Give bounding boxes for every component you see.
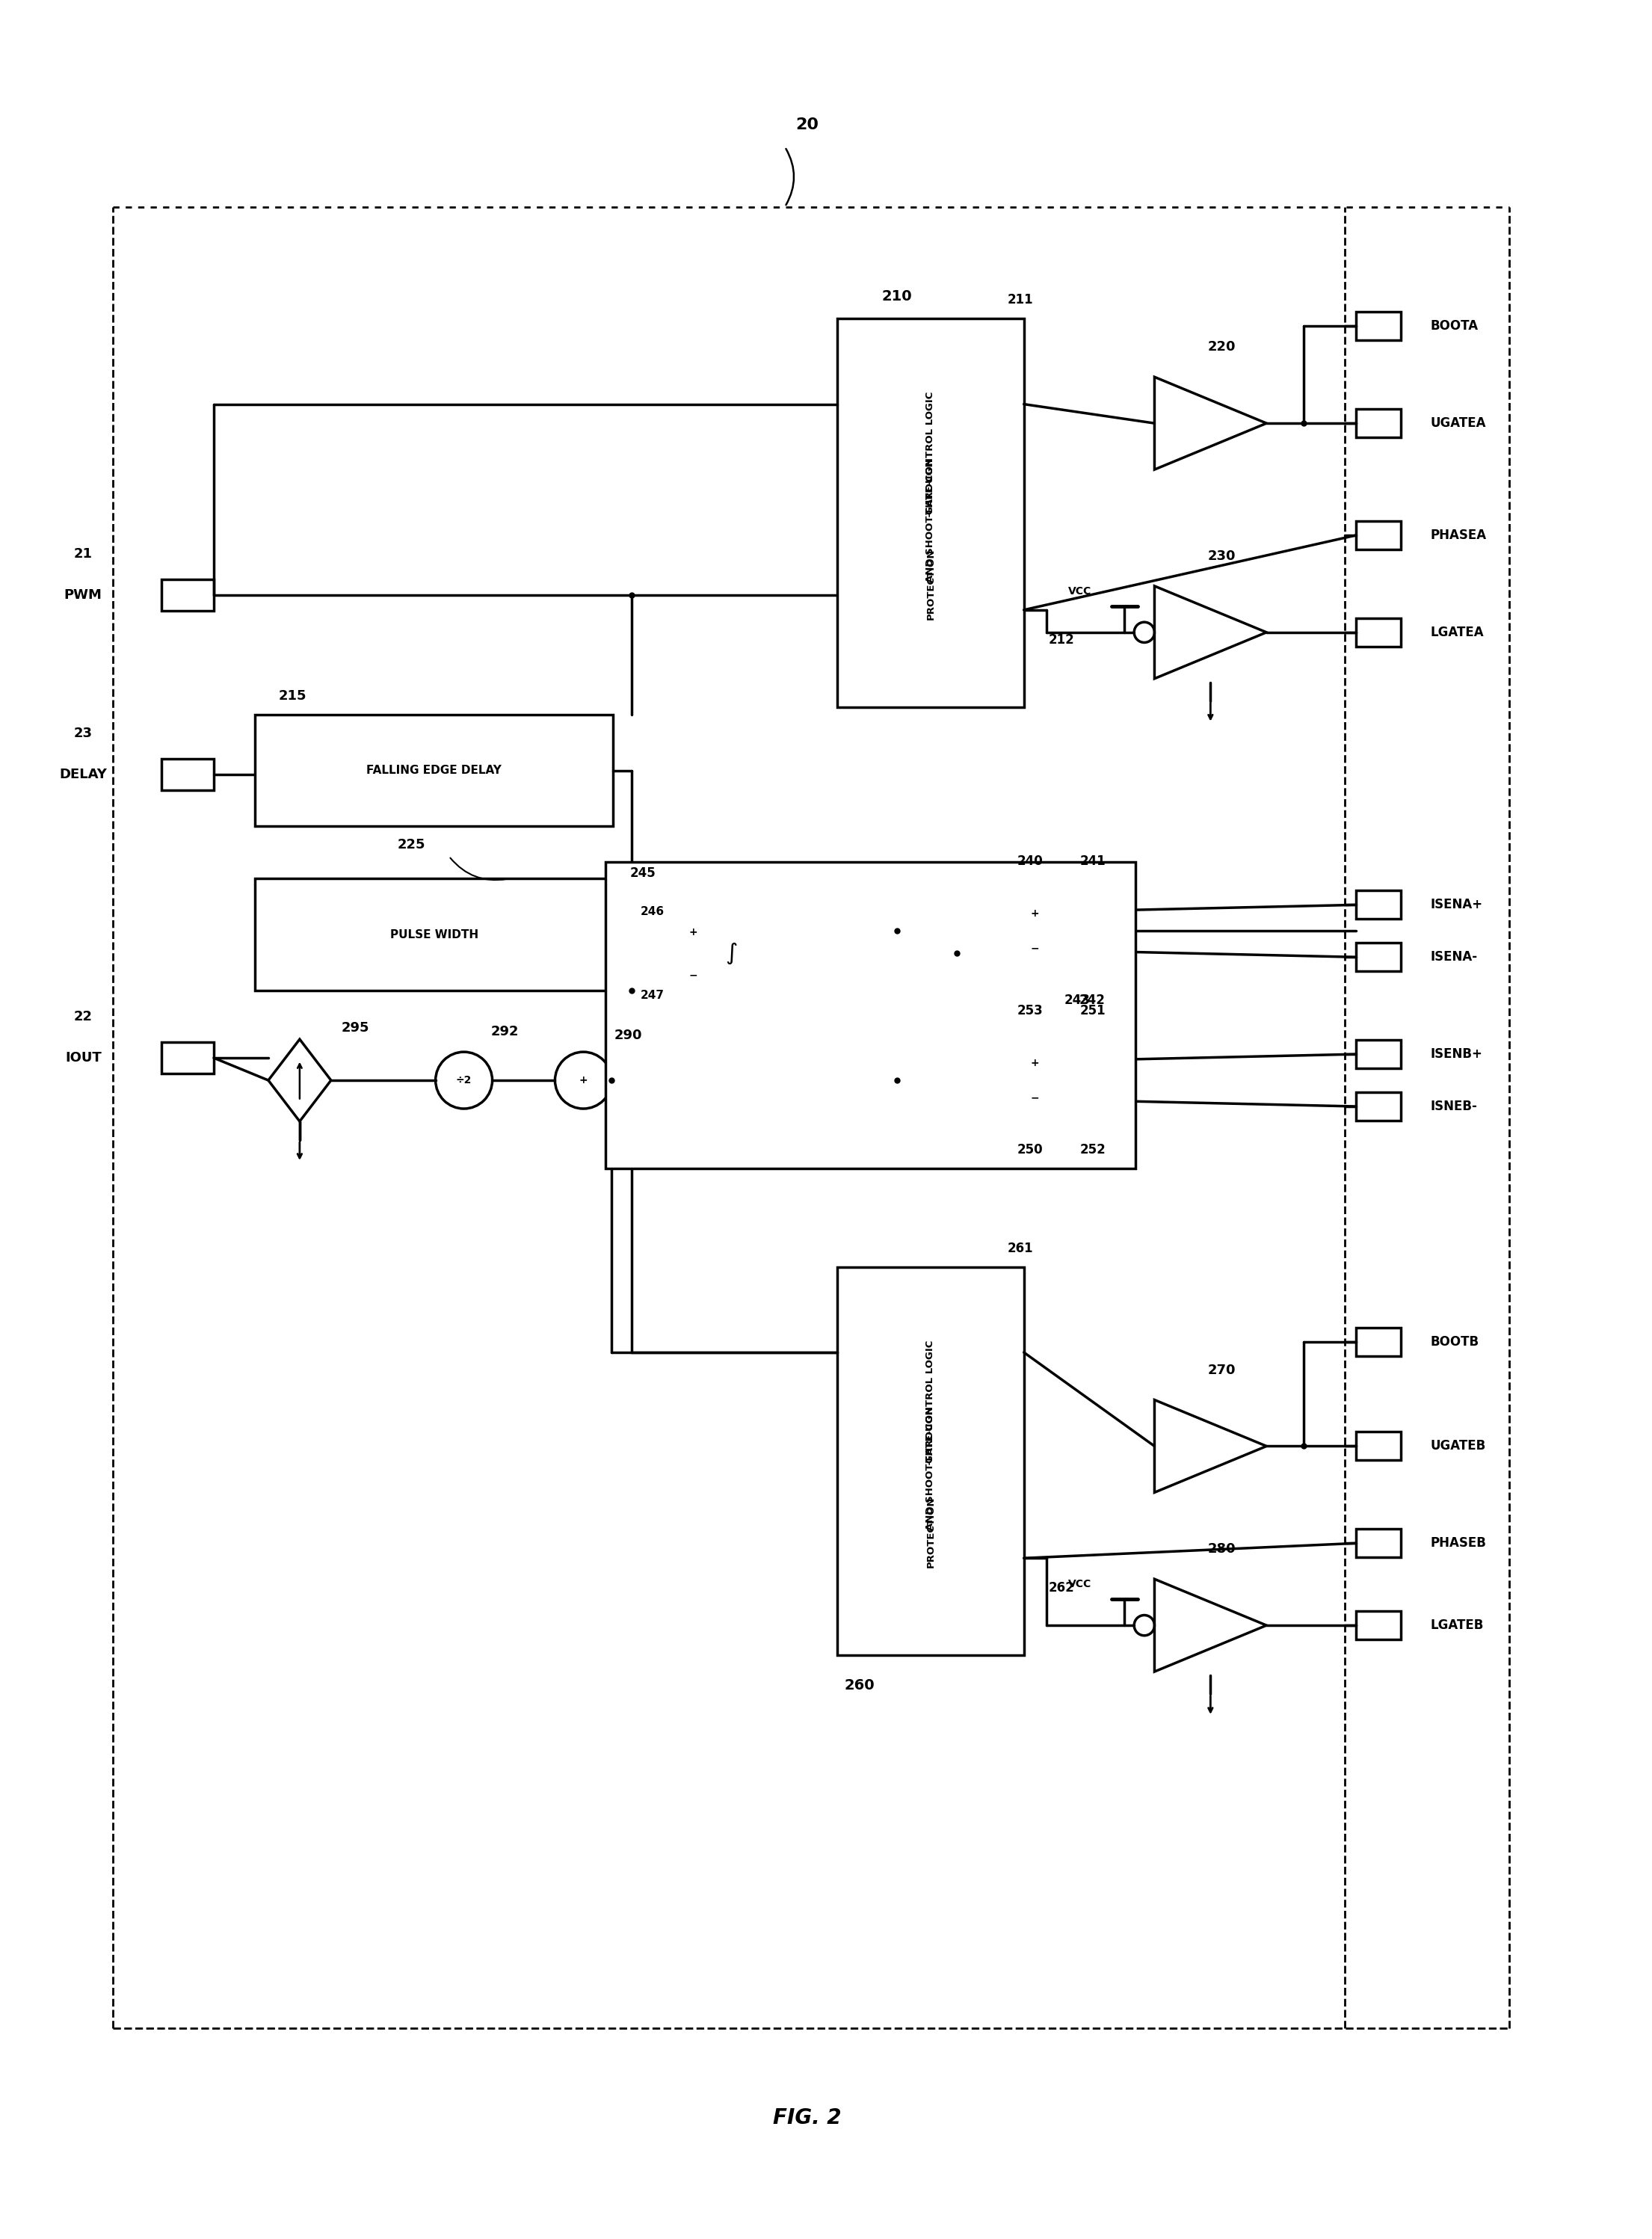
Text: 242: 242: [1079, 994, 1105, 1008]
Text: 292: 292: [491, 1025, 519, 1039]
Text: GATE-CONTROL LOGIC: GATE-CONTROL LOGIC: [925, 1339, 935, 1462]
Text: 251: 251: [1080, 1003, 1105, 1017]
Text: 270: 270: [1208, 1364, 1236, 1377]
Text: 225: 225: [398, 837, 426, 851]
Text: 253: 253: [1018, 1003, 1042, 1017]
FancyBboxPatch shape: [838, 318, 1024, 708]
Text: PHASEA: PHASEA: [1431, 528, 1487, 542]
FancyBboxPatch shape: [1356, 1529, 1401, 1558]
Text: BOOTA: BOOTA: [1431, 320, 1479, 334]
Text: +: +: [689, 927, 697, 938]
Text: AND SHOOT-THROUGH: AND SHOOT-THROUGH: [925, 459, 935, 582]
Text: 23: 23: [74, 725, 93, 739]
Text: 245: 245: [629, 866, 656, 880]
Text: 230: 230: [1208, 549, 1236, 562]
Text: +: +: [578, 1075, 588, 1086]
FancyBboxPatch shape: [1356, 943, 1401, 972]
FancyBboxPatch shape: [838, 1267, 1024, 1655]
Text: $\int$: $\int$: [725, 940, 738, 965]
FancyBboxPatch shape: [1356, 1612, 1401, 1639]
Text: 22: 22: [74, 1010, 93, 1023]
FancyBboxPatch shape: [162, 580, 213, 611]
Text: −: −: [1031, 1093, 1039, 1104]
Text: ISNEB-: ISNEB-: [1431, 1099, 1479, 1113]
Text: IOUT: IOUT: [64, 1050, 101, 1064]
Text: −: −: [1031, 943, 1039, 954]
Text: BOOTB: BOOTB: [1431, 1334, 1480, 1348]
Text: 212: 212: [1047, 634, 1074, 647]
Text: 240: 240: [1018, 855, 1042, 869]
Text: −: −: [689, 969, 697, 981]
FancyBboxPatch shape: [254, 714, 613, 826]
Text: 243: 243: [1064, 994, 1090, 1008]
Text: PHASEB: PHASEB: [1431, 1536, 1487, 1549]
Text: FIG. 2: FIG. 2: [773, 2107, 841, 2129]
FancyBboxPatch shape: [1356, 1433, 1401, 1460]
Text: UGATEA: UGATEA: [1431, 416, 1487, 430]
Text: 210: 210: [882, 289, 912, 305]
Text: PROTECTION: PROTECTION: [925, 1496, 935, 1567]
Text: 252: 252: [1079, 1144, 1105, 1158]
Text: VCC: VCC: [1069, 587, 1092, 596]
FancyBboxPatch shape: [1356, 522, 1401, 549]
Text: 211: 211: [1008, 293, 1032, 307]
Text: 21: 21: [74, 546, 93, 560]
Text: 247: 247: [641, 990, 664, 1001]
Text: 250: 250: [1018, 1144, 1042, 1158]
Text: GATE-CONTROL LOGIC: GATE-CONTROL LOGIC: [925, 392, 935, 515]
Text: 220: 220: [1208, 340, 1236, 354]
FancyBboxPatch shape: [1356, 1093, 1401, 1122]
FancyBboxPatch shape: [1356, 410, 1401, 437]
Text: 261: 261: [1008, 1243, 1032, 1256]
Text: DELAY: DELAY: [59, 768, 107, 781]
Text: AND SHOOT-THROUGH: AND SHOOT-THROUGH: [925, 1406, 935, 1531]
Text: 215: 215: [278, 690, 306, 703]
Text: 290: 290: [615, 1028, 643, 1041]
FancyBboxPatch shape: [1356, 311, 1401, 340]
Text: FALLING EDGE DELAY: FALLING EDGE DELAY: [367, 766, 502, 777]
Text: 280: 280: [1208, 1543, 1236, 1556]
Text: +: +: [1031, 1057, 1039, 1068]
Text: LGATEA: LGATEA: [1431, 625, 1483, 638]
Text: ÷2: ÷2: [456, 1075, 472, 1086]
FancyBboxPatch shape: [606, 862, 1137, 1169]
Text: 260: 260: [844, 1677, 876, 1693]
Text: VCC: VCC: [1069, 1578, 1092, 1590]
FancyBboxPatch shape: [162, 1041, 213, 1072]
Text: 262: 262: [1047, 1581, 1074, 1594]
FancyBboxPatch shape: [1356, 891, 1401, 918]
Text: PWM: PWM: [64, 589, 102, 602]
FancyBboxPatch shape: [1356, 1328, 1401, 1357]
FancyBboxPatch shape: [1356, 618, 1401, 647]
Text: PROTECTION: PROTECTION: [925, 549, 935, 620]
Text: ISENA+: ISENA+: [1431, 898, 1483, 911]
Text: ISENB+: ISENB+: [1431, 1048, 1483, 1061]
Text: 246: 246: [641, 907, 664, 918]
Text: +: +: [1031, 909, 1039, 918]
Text: UGATEB: UGATEB: [1431, 1440, 1487, 1453]
Text: 295: 295: [342, 1021, 370, 1034]
FancyBboxPatch shape: [1356, 1039, 1401, 1068]
Text: 241: 241: [1079, 855, 1105, 869]
Text: LGATEB: LGATEB: [1431, 1619, 1483, 1632]
FancyBboxPatch shape: [254, 878, 613, 990]
FancyBboxPatch shape: [162, 759, 213, 790]
Text: 20: 20: [796, 116, 819, 132]
Text: PULSE WIDTH: PULSE WIDTH: [390, 929, 477, 940]
Text: ISENA-: ISENA-: [1431, 949, 1479, 963]
